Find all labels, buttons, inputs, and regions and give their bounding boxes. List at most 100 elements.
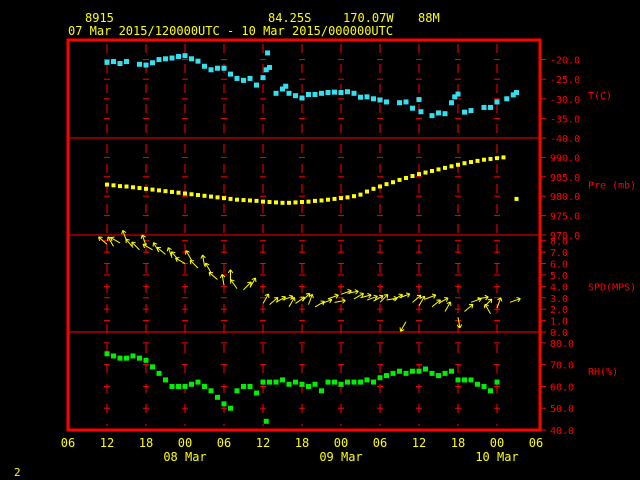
- wind-arrow-head: [400, 329, 405, 332]
- wind-arrow: [464, 304, 474, 312]
- temperature-point: [468, 108, 474, 114]
- rh-point: [306, 383, 311, 389]
- pressure-point: [482, 157, 486, 162]
- wind-arrow: [125, 238, 134, 248]
- x-tick-label: 18: [451, 436, 465, 450]
- temperature-point: [364, 94, 370, 100]
- temperature-point: [449, 100, 454, 106]
- y-tick-label: 8.0: [550, 237, 568, 248]
- temperature-point: [254, 82, 259, 88]
- panel-pressure: 990.0 985.0 980.0 975.0 970.0 Pre (mb): [104, 153, 636, 242]
- rh-point: [358, 379, 363, 385]
- wind-arrow: [275, 296, 286, 303]
- pressure-point: [118, 184, 122, 189]
- wind-arrow: [347, 290, 359, 294]
- rh-point: [475, 381, 480, 387]
- rh-point: [195, 379, 201, 385]
- wind-arrow-head: [355, 290, 359, 295]
- wind-arrow: [379, 294, 389, 303]
- wind-arrow: [314, 300, 325, 308]
- temperature-point: [436, 110, 441, 116]
- wind-arrow: [373, 295, 384, 302]
- wind-arrow-head: [221, 274, 226, 278]
- rh-point: [299, 381, 305, 387]
- temperature-point: [306, 91, 311, 97]
- temperature-point: [195, 58, 201, 64]
- wind-arrow-head: [219, 274, 223, 279]
- pressure-point: [365, 189, 369, 194]
- rh-point: [234, 388, 240, 394]
- pressure-point: [384, 182, 389, 187]
- pressure-point: [469, 160, 473, 165]
- pressure-point: [423, 170, 428, 175]
- wind-arrow-head: [368, 294, 372, 299]
- rh-point: [319, 388, 324, 394]
- rh-point: [263, 418, 269, 424]
- temperature-point: [111, 59, 116, 65]
- station-lat: 84.25S: [268, 11, 311, 25]
- rh-point: [189, 381, 194, 387]
- pressure-point: [514, 196, 519, 201]
- x-tick-label: 12: [100, 436, 114, 450]
- pressure-point: [215, 195, 220, 200]
- rh-point: [156, 370, 162, 376]
- rh-point: [468, 377, 474, 383]
- rh-point: [481, 383, 487, 389]
- wind-arrow-head: [373, 294, 378, 297]
- rh-point: [215, 394, 220, 400]
- wind-arrow-head: [367, 293, 372, 296]
- pressure-point: [274, 200, 278, 205]
- rh-point: [221, 401, 227, 407]
- rh-point: [260, 379, 266, 385]
- temperature-point: [462, 109, 467, 115]
- pressure-point: [144, 186, 148, 191]
- y-tick-label: 4.0: [550, 282, 568, 293]
- wind-arrow: [392, 294, 403, 301]
- wind-arrow: [288, 297, 295, 308]
- wind-arrow: [142, 243, 153, 251]
- rh-point: [130, 353, 136, 359]
- wind-arrow-head: [153, 242, 158, 245]
- rh-point: [371, 379, 376, 385]
- wind-arrow: [334, 299, 346, 303]
- wind-arrow: [484, 303, 491, 314]
- plot-layer: -20.0-25.0-30.0-35.0-40.0T(C)990.0985.09…: [61, 38, 636, 464]
- rh-point: [403, 370, 409, 376]
- wind-arrow-head: [374, 296, 378, 300]
- wind-arrow-head: [122, 229, 127, 234]
- temperature-point: [265, 50, 271, 56]
- wind-arrow-head: [167, 247, 172, 251]
- pressure-point: [150, 187, 155, 192]
- wind-arrow: [360, 294, 372, 299]
- wind-arrow-head: [383, 294, 388, 296]
- rh-point: [280, 377, 285, 383]
- page-number: 2: [14, 466, 21, 479]
- wind-arrow-head: [264, 293, 269, 297]
- x-tick-label: 18: [139, 436, 153, 450]
- panel-label-pressure: Pre (mb): [588, 181, 636, 192]
- wind-arrow-head: [227, 269, 231, 274]
- wind-arrow: [131, 241, 140, 251]
- wind-arrow-head: [484, 294, 489, 298]
- pressure-point: [391, 180, 395, 185]
- x-day-label: 09 Mar: [319, 450, 362, 464]
- wind-arrow-head: [247, 281, 252, 284]
- pressure-point: [293, 200, 298, 205]
- wind-arrow-head: [380, 295, 384, 300]
- temperature-point: [189, 56, 194, 62]
- temperature-point: [351, 90, 357, 96]
- temperature-point: [137, 61, 142, 67]
- pressure-point: [475, 158, 480, 163]
- rh-point: [325, 379, 331, 385]
- wind-arrow-head: [490, 299, 493, 304]
- pressure-point: [287, 200, 291, 205]
- pressure-point: [235, 197, 239, 202]
- wind-arrow: [399, 293, 411, 299]
- wind-arrow-head: [156, 247, 159, 252]
- wind-arrow-head: [142, 244, 146, 249]
- rh-point: [273, 379, 279, 385]
- y-tick-label: 6.0: [550, 260, 568, 271]
- pressure-point: [157, 188, 161, 193]
- pressure-point: [267, 200, 272, 205]
- pressure-point: [501, 155, 506, 160]
